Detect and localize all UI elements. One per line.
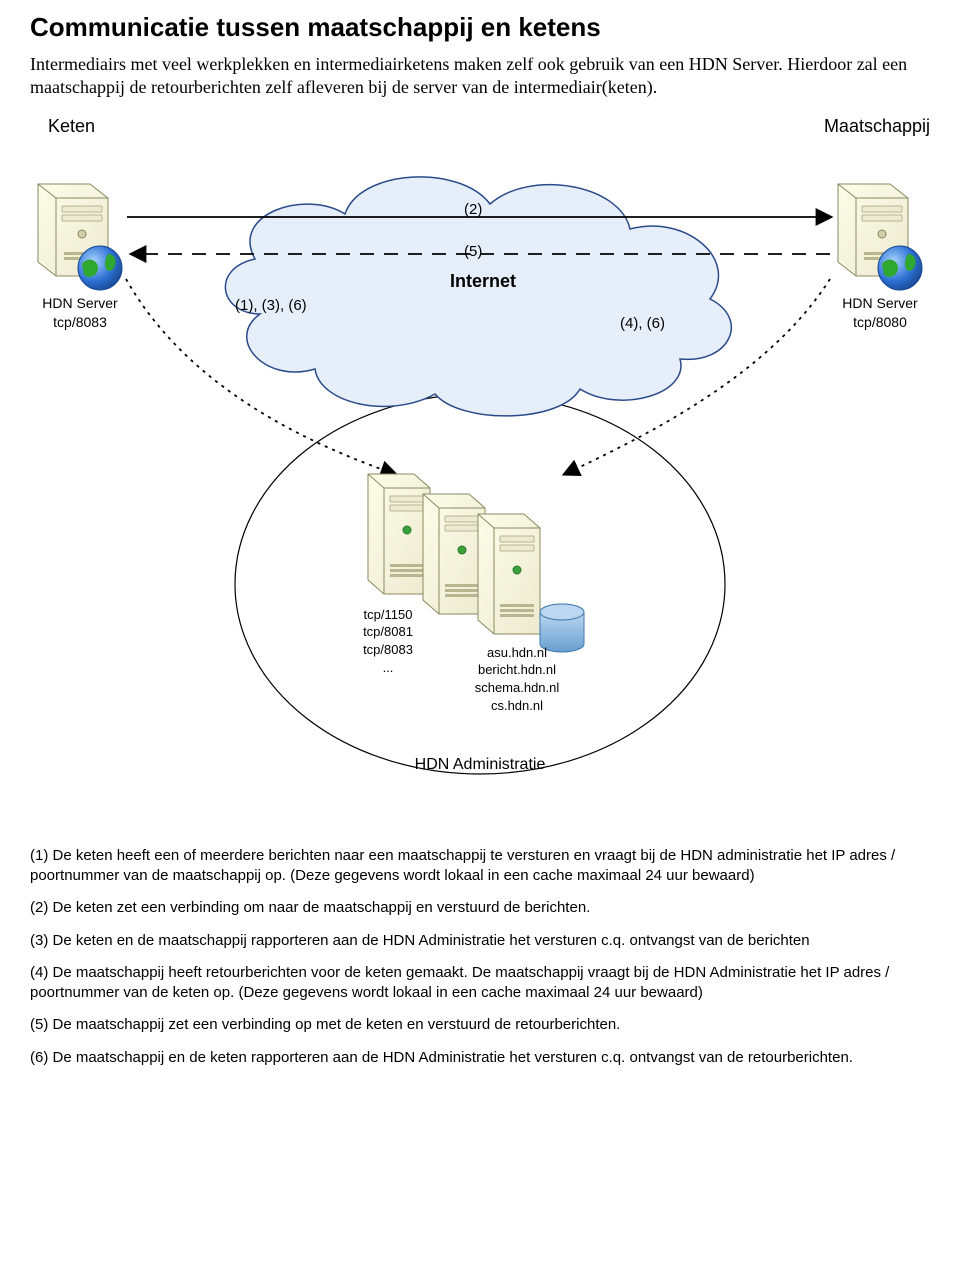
server-right-name: HDN Server (842, 295, 917, 311)
server-right-icon (838, 184, 922, 290)
steps-list: (1) De keten heeft een of meerdere beric… (30, 846, 930, 1068)
page-title: Communicatie tussen maatschappij en kete… (30, 10, 930, 45)
server-right-port: tcp/8080 (853, 314, 907, 330)
admin-host-0: asu.hdn.nl (462, 644, 572, 662)
step-1: (1) De keten heeft een of meerdere beric… (30, 846, 930, 887)
admin-port-0: tcp/1150 (348, 606, 428, 624)
conn-right-label: (4), (6) (620, 314, 665, 334)
server-left-port: tcp/8083 (53, 314, 107, 330)
conn-5-label: (5) (464, 242, 482, 262)
step-2: (2) De keten zet een verbinding om naar … (30, 898, 930, 918)
step-3: (3) De keten en de maatschappij rapporte… (30, 931, 930, 951)
server-left-icon (38, 184, 122, 290)
admin-port-3: ... (348, 659, 428, 677)
conn-2-label: (2) (464, 200, 482, 220)
admin-host-1: bericht.hdn.nl (462, 661, 572, 679)
admin-port-1: tcp/8081 (348, 623, 428, 641)
network-diagram: Keten Maatschappij (30, 114, 930, 834)
admin-host-2: schema.hdn.nl (462, 679, 572, 697)
step-6: (6) De maatschappij en de keten rapporte… (30, 1048, 930, 1068)
server-left-name: HDN Server (42, 295, 117, 311)
admin-host-3: cs.hdn.nl (462, 697, 572, 715)
step-5: (5) De maatschappij zet een verbinding o… (30, 1015, 930, 1035)
conn-left-label: (1), (3), (6) (235, 296, 307, 316)
admin-port-2: tcp/8083 (348, 641, 428, 659)
step-4: (4) De maatschappij heeft retourberichte… (30, 963, 930, 1004)
admin-label: HDN Administratie (360, 754, 600, 776)
internet-label: Internet (438, 269, 528, 293)
intro-text: Intermediairs met veel werkplekken en in… (30, 53, 930, 100)
